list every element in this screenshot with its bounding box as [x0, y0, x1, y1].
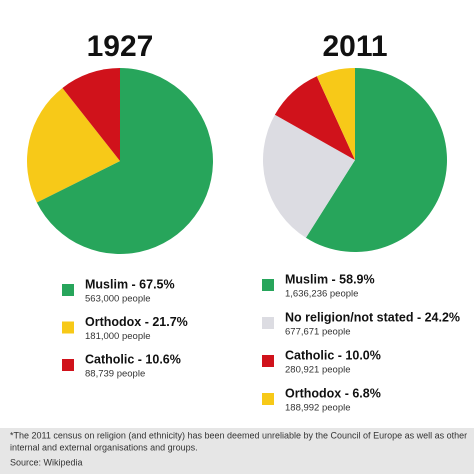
pie-slice	[274, 76, 355, 160]
legend-swatch	[262, 317, 274, 329]
footnote: *The 2011 census on religion (and ethnic…	[10, 430, 467, 440]
pie-slice	[262, 114, 355, 238]
pie-slice	[305, 68, 447, 252]
footnote-box	[0, 428, 474, 474]
legend-swatch	[62, 359, 74, 371]
legend-people: 188,992 people	[285, 403, 351, 414]
chart-title: 1927	[87, 30, 154, 63]
legend-swatch	[262, 279, 274, 291]
legend-label: No religion/not stated - 24.2%	[285, 310, 460, 324]
source: Source: Wikipedia	[10, 457, 83, 467]
legend-people: 280,921 people	[285, 365, 351, 376]
legend-swatch	[262, 393, 274, 405]
pie-slice	[36, 68, 213, 255]
legend-label: Catholic - 10.0%	[285, 348, 381, 362]
legend-people: 181,000 people	[85, 331, 151, 342]
legend-label: Orthodox - 6.8%	[285, 386, 381, 400]
pie-slice	[316, 68, 355, 160]
legend-people: 1,636,236 people	[285, 289, 358, 300]
footnote: internal and external organisations and …	[10, 442, 198, 452]
legend-swatch	[62, 284, 74, 296]
legend-label: Muslim - 67.5%	[85, 277, 175, 291]
pie-slice	[26, 87, 120, 203]
legend-label: Muslim - 58.9%	[285, 272, 375, 286]
legend-people: 677,671 people	[285, 327, 351, 338]
legend-label: Orthodox - 21.7%	[85, 315, 188, 329]
legend-swatch	[262, 355, 274, 367]
legend-swatch	[62, 321, 74, 334]
legend-people: 563,000 people	[85, 294, 151, 305]
chart-title: 2011	[322, 30, 387, 63]
pie-slice	[62, 68, 120, 161]
legend-people: 88,739 people	[85, 369, 145, 380]
legend-label: Catholic - 10.6%	[85, 352, 181, 366]
